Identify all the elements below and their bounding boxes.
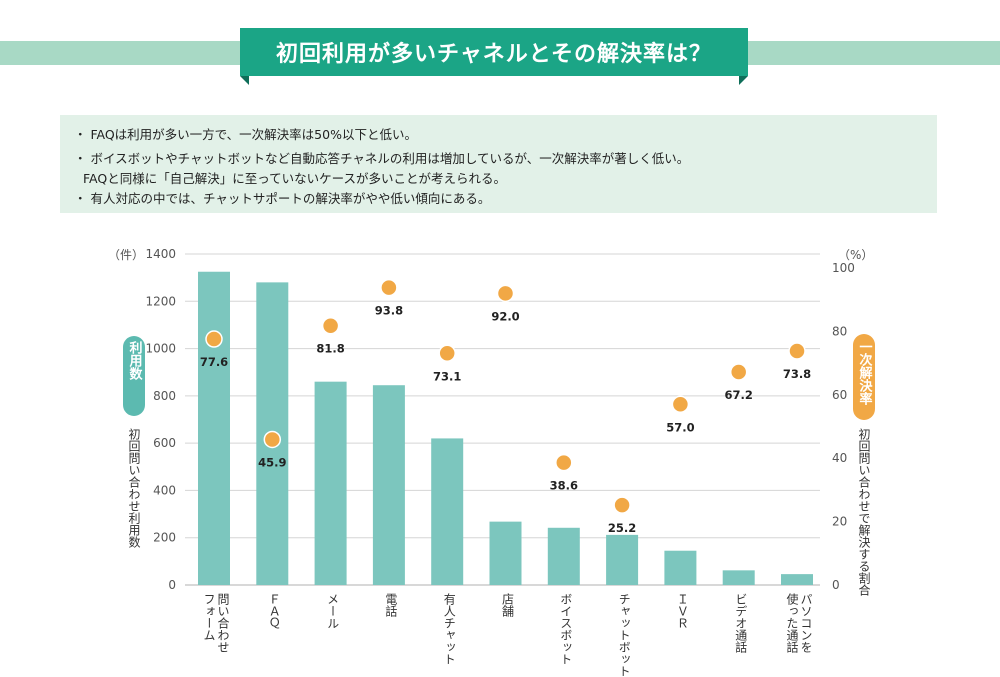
rate-dot: [438, 344, 456, 363]
rate-data-label: 45.9: [258, 455, 286, 469]
rate-data-label: 77.6: [200, 355, 228, 369]
right-axis-badge: [853, 334, 875, 420]
rate-data-label: 92.0: [491, 309, 519, 323]
bar: [198, 271, 230, 585]
category-label: 電話: [384, 593, 398, 618]
rate-dot: [496, 284, 515, 303]
rate-data-label: 25.2: [608, 521, 636, 535]
rate-dot: [671, 395, 690, 414]
left-axis-title: 初回問い合わせ利用数: [127, 428, 141, 549]
right-tick-label: 80: [832, 324, 847, 338]
category-label: パソコンを: [799, 593, 813, 653]
summary-line-2: ・ ボイスボットやチャットボットなど自動応答チャネルの利用は増加しているが、一次…: [74, 151, 690, 166]
rate-dot: [263, 430, 282, 449]
bar: [372, 385, 405, 585]
rate-data-label: 73.8: [783, 367, 811, 381]
rate-dot: [380, 278, 398, 297]
rate-dot: [205, 330, 223, 348]
rate-data-label: 73.1: [433, 369, 461, 383]
left-tick-label: 1000: [145, 342, 176, 356]
left-tick-label: 1200: [145, 294, 176, 308]
right-tick-label: 100: [832, 261, 855, 275]
rate-dot: [788, 342, 806, 360]
rate-data-label: 93.8: [375, 304, 403, 318]
left-tick-label: 1400: [145, 247, 176, 261]
category-label: 使った通話: [785, 592, 799, 654]
category-label: 店舗: [501, 593, 515, 617]
right-axis-badge-label: 一次解決率: [857, 340, 874, 406]
left-axis-badge: [123, 336, 145, 416]
right-tick-label: 40: [832, 451, 847, 465]
bar: [314, 381, 347, 585]
category-label: ビデオ通話: [734, 593, 748, 654]
rate-dot: [555, 453, 573, 472]
rate-dot: [613, 496, 631, 514]
title-fold-left: [240, 76, 249, 85]
category-label: チャットボット: [617, 593, 631, 677]
bar: [431, 438, 464, 585]
right-axis-unit: （%）: [838, 248, 873, 262]
bar: [606, 534, 639, 585]
left-tick-label: 600: [153, 436, 176, 450]
right-tick-label: 20: [832, 515, 847, 529]
category-label: フォーム: [202, 593, 216, 641]
right-axis-title: 初回問い合わせで解決する割合: [857, 428, 871, 596]
left-axis-unit: （件）: [108, 248, 144, 262]
right-tick-label: 0: [832, 578, 840, 592]
category-label: 問い合わせ: [216, 593, 230, 653]
rate-dot: [321, 316, 340, 335]
left-tick-label: 800: [153, 389, 176, 403]
left-axis-badge-label: 利用数: [127, 340, 144, 381]
bar: [781, 574, 813, 585]
summary-box: ・ FAQは利用が多い一方で、一次解決率は50%以下と低い。 ・ ボイスボットや…: [60, 115, 937, 213]
left-tick-label: 200: [153, 531, 176, 545]
category-label: ＩＶＲ: [675, 593, 689, 629]
rate-data-label: 81.8: [316, 342, 344, 356]
rate-data-label: 57.0: [666, 420, 694, 434]
summary-line-4: ・ 有人対応の中では、チャットサポートの解決率がやや低い傾向にある。: [74, 191, 491, 206]
title-fold-right: [739, 76, 748, 85]
bar: [489, 521, 522, 585]
bar: [547, 527, 580, 585]
rate-dot: [729, 363, 748, 381]
left-tick-label: 0: [168, 578, 176, 592]
category-label: ボイスボット: [559, 593, 573, 665]
bar: [722, 570, 755, 585]
category-label: 有人チャット: [442, 593, 456, 665]
left-tick-label: 400: [153, 483, 176, 497]
bar: [664, 550, 697, 585]
summary-line-3: FAQと同様に「自己解決」に至っていないケースが多いことが考えられる。: [83, 171, 506, 186]
category-label: ＦＡＱ: [267, 593, 281, 629]
summary-line-1: ・ FAQは利用が多い一方で、一次解決率は50%以下と低い。: [74, 127, 417, 142]
page-title: 初回利用が多いチャネルとその解決率は？: [240, 28, 748, 76]
rate-data-label: 38.6: [550, 479, 578, 493]
right-tick-label: 60: [832, 388, 847, 402]
category-label: メール: [326, 593, 340, 629]
rate-data-label: 67.2: [725, 388, 753, 402]
